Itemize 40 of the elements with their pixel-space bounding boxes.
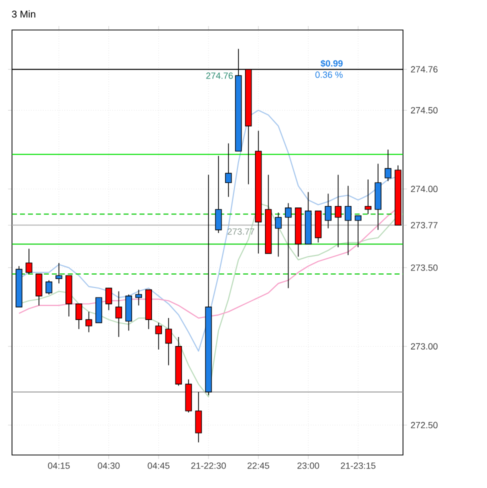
candlestick [284, 202, 292, 289]
candlestick [75, 303, 82, 330]
candlestick [36, 274, 42, 306]
annotation: 0.36 % [315, 72, 343, 78]
candlestick [364, 179, 372, 215]
candlestick [26, 248, 32, 274]
candlestick [105, 288, 112, 311]
x-tick-label: 04:45 [148, 462, 170, 469]
x-tick-label: 04:30 [98, 462, 120, 469]
y-tick-label: 274.50 [410, 107, 438, 114]
candlestick [115, 290, 122, 338]
x-tick-label: 21-23:15 [340, 462, 376, 469]
candlestick [324, 193, 332, 229]
y-tick-label: 272.50 [410, 422, 438, 428]
annotation: $0.99 [320, 60, 343, 68]
candlestick [135, 289, 142, 306]
candlestick [56, 262, 62, 284]
x-tick-label: 21-22:30 [191, 462, 226, 469]
y-tick-label: 274.76 [410, 66, 438, 73]
y-tick-label: 273.50 [410, 264, 438, 271]
candlestick [155, 322, 162, 350]
candlestick [46, 280, 52, 295]
candlestick [165, 318, 172, 366]
chart-title: 3 Min [12, 10, 36, 18]
y-tick-label: 273.00 [410, 343, 438, 350]
candlestick [274, 212, 282, 258]
candlestick [85, 311, 92, 333]
candlestick [384, 149, 392, 182]
y-tick-label: 273.77 [410, 222, 438, 228]
x-tick-label: 04:15 [48, 462, 70, 469]
y-tick-label: 274.00 [410, 186, 438, 192]
candlestick [225, 142, 232, 198]
candlestick [334, 174, 342, 248]
candlestick [344, 185, 352, 256]
x-tick-label: 23:00 [297, 462, 320, 469]
x-tick-label: 22:45 [248, 462, 270, 469]
candlestick [215, 156, 222, 234]
candlestick [195, 392, 202, 443]
candlestick [354, 215, 362, 248]
annotation: 274.76 [206, 72, 233, 79]
